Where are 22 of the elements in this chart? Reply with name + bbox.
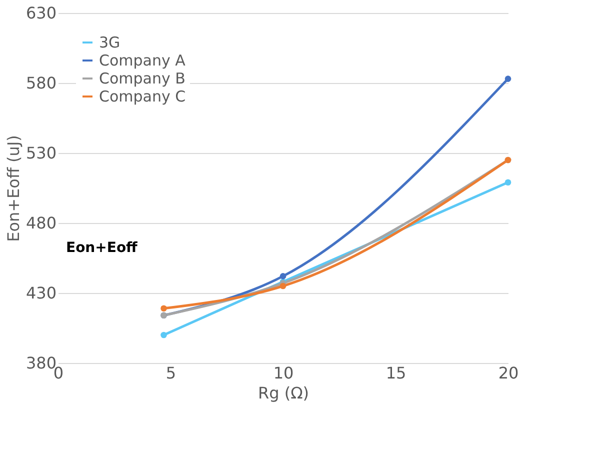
x-axis-title: Rg (Ω) <box>258 384 310 402</box>
annotation: Eon+Eoff <box>66 240 138 256</box>
point <box>160 332 167 338</box>
legend-label: 3G <box>99 34 120 52</box>
point <box>280 273 286 280</box>
x-tick-label: 5 <box>166 364 176 382</box>
legend-label: Company B <box>99 70 186 88</box>
x-tick-label: 15 <box>386 364 406 382</box>
point <box>280 282 286 290</box>
y-tick-label: 480 <box>26 214 56 232</box>
y-tick-label: 530 <box>26 144 56 162</box>
x-tick-label: 20 <box>498 364 519 382</box>
y-tick-label: 430 <box>26 284 56 302</box>
y-tick-label: 580 <box>26 74 56 92</box>
point <box>504 76 512 82</box>
point <box>504 179 512 186</box>
x-tick-label: 10 <box>273 364 294 382</box>
y-axis-title: Eon+Eoff (uJ) <box>4 135 23 242</box>
legend-label: Company C <box>99 88 186 106</box>
point <box>160 305 167 312</box>
legend-label: Company A <box>99 52 186 70</box>
y-tick-label: 630 <box>26 4 56 22</box>
